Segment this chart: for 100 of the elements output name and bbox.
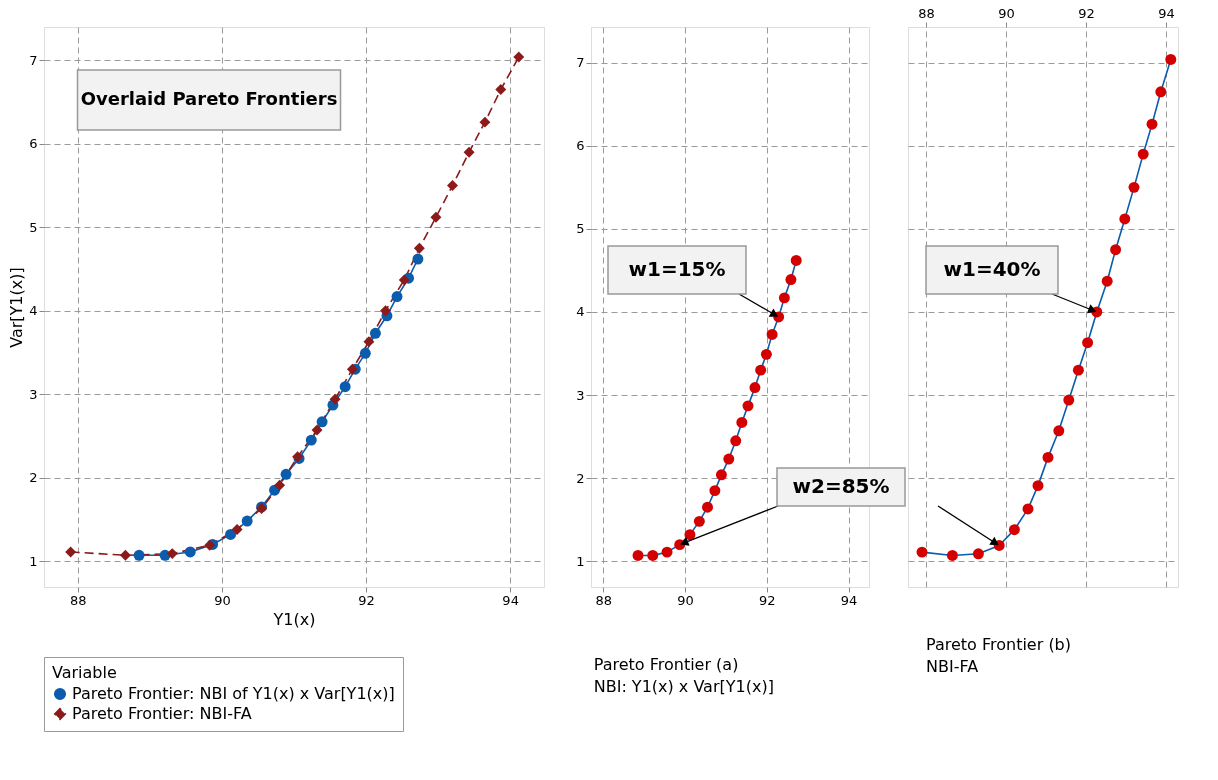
- point: [766, 328, 778, 340]
- y-tick-label: 1: [29, 553, 38, 569]
- point: [1072, 364, 1084, 376]
- point: [1155, 86, 1167, 98]
- text: NBI-FA: [926, 657, 979, 676]
- y-tick-label: 5: [29, 219, 38, 235]
- point: [391, 291, 403, 303]
- point: [339, 381, 351, 393]
- y-tick-label: 6: [29, 136, 38, 152]
- point: [369, 327, 381, 339]
- point: [778, 292, 790, 304]
- x-tick-label: 94: [1158, 5, 1175, 21]
- point: [398, 274, 410, 286]
- point: [413, 242, 425, 254]
- point: [1137, 148, 1149, 160]
- point: [225, 528, 237, 540]
- point: [412, 253, 424, 265]
- annotation: w2=85%: [792, 474, 890, 498]
- text: Overlaid Pareto Frontiers: [80, 88, 338, 109]
- point: [1119, 213, 1131, 225]
- x-tick-label: 90: [214, 592, 231, 608]
- x-tick-label: 94: [502, 592, 519, 608]
- text: Pareto Frontier (a): [593, 655, 739, 674]
- point: [632, 549, 644, 561]
- point: [119, 549, 131, 561]
- point: [972, 548, 984, 560]
- point: [1101, 275, 1113, 287]
- point: [166, 548, 178, 560]
- point: [1082, 337, 1094, 349]
- x-tick-label: 90: [677, 592, 694, 608]
- point: [1146, 118, 1158, 130]
- point: [479, 116, 491, 128]
- y-tick-label: 4: [576, 304, 585, 320]
- point: [513, 51, 525, 63]
- point: [241, 515, 253, 527]
- x-tick-label: 88: [918, 5, 935, 21]
- point: [723, 453, 735, 465]
- x-tick-label: 92: [358, 592, 375, 608]
- point: [231, 523, 243, 535]
- point: [661, 546, 673, 558]
- point: [647, 549, 659, 561]
- point: [1008, 524, 1020, 536]
- point: [1165, 53, 1177, 65]
- legend-label: Pareto Frontier: NBI of Y1(x) x Var[Y1(x)]: [72, 684, 395, 703]
- point: [184, 546, 196, 558]
- x-tick-label: 90: [998, 5, 1015, 21]
- point: [736, 417, 748, 428]
- point: [363, 336, 375, 348]
- point: [133, 549, 145, 561]
- point: [1063, 394, 1075, 406]
- point: [702, 501, 713, 513]
- point: [1032, 480, 1044, 492]
- point: [684, 529, 696, 541]
- point: [380, 305, 391, 317]
- point: [1022, 503, 1034, 515]
- point: [755, 364, 767, 376]
- point: [785, 274, 797, 286]
- point: [742, 400, 754, 412]
- point: [305, 434, 317, 446]
- point: [430, 211, 442, 223]
- x-tick-label: 94: [840, 592, 858, 608]
- y-tick-label: 7: [576, 55, 585, 71]
- y-tick-label: 1: [576, 553, 585, 569]
- point: [749, 382, 761, 394]
- point: [715, 469, 727, 481]
- text: Pareto Frontier (b): [926, 635, 1072, 654]
- x-tick-label: 88: [595, 592, 613, 608]
- point: [1042, 451, 1054, 463]
- y-tick-label: 3: [29, 386, 38, 402]
- point: [316, 416, 328, 428]
- point: [65, 546, 77, 558]
- y-tick-label: 2: [576, 470, 585, 486]
- point: [730, 435, 742, 447]
- point: [709, 485, 721, 497]
- y-tick-label: 3: [576, 387, 585, 403]
- point: [463, 146, 475, 158]
- legend-label: Pareto Frontier: NBI-FA: [72, 704, 252, 723]
- point: [946, 549, 958, 561]
- point: [916, 546, 928, 558]
- annotation: w1=40%: [943, 257, 1041, 281]
- x-axis-title: Y1(x): [272, 609, 316, 629]
- text: NBI: Y1(x) x Var[Y1(x)]: [593, 677, 774, 696]
- x-tick-label: 92: [1078, 5, 1095, 21]
- point: [274, 479, 286, 491]
- point: [790, 255, 802, 266]
- point: [760, 348, 772, 360]
- legend-title: Variable: [52, 663, 117, 682]
- point: [1053, 425, 1065, 437]
- point: [447, 180, 458, 192]
- y-tick-label: 7: [29, 52, 38, 68]
- point: [1128, 181, 1140, 193]
- x-tick-label: 92: [759, 592, 776, 608]
- y-tick-label: 5: [576, 221, 585, 237]
- point: [693, 515, 705, 527]
- x-tick-label: 88: [70, 592, 87, 608]
- y-axis-title: Var[Y1(x)]: [7, 267, 27, 348]
- point: [329, 393, 341, 405]
- point: [495, 84, 507, 96]
- y-tick-label: 6: [576, 138, 585, 154]
- point: [359, 347, 371, 359]
